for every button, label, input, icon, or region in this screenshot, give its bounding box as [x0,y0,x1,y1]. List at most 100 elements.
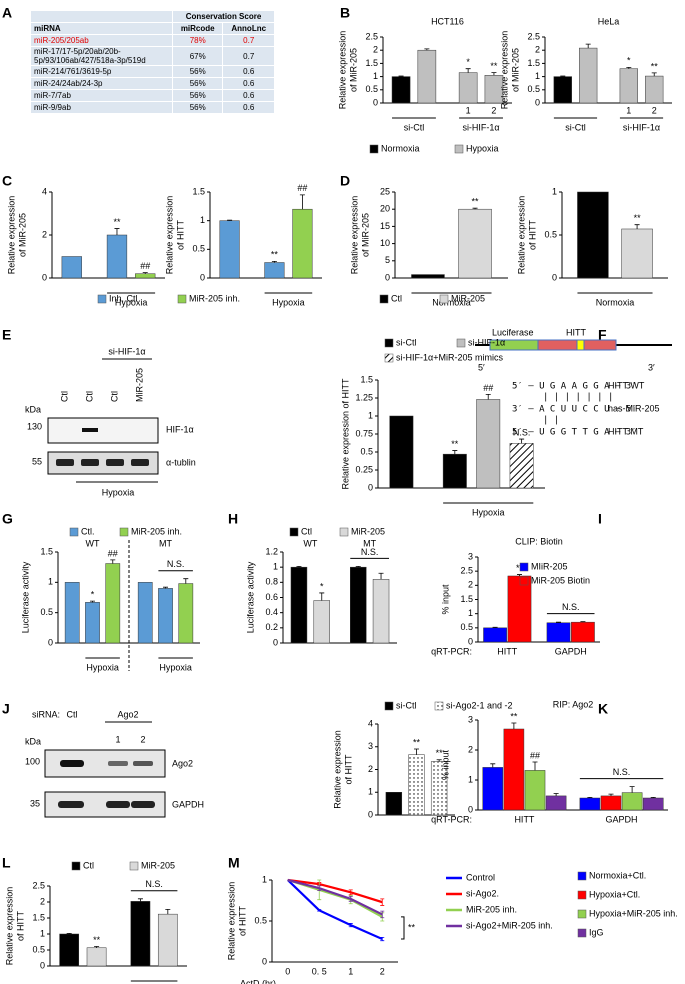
y-tick-label: 0 [368,809,373,819]
error-bar [380,910,385,919]
panel-letter: I [598,511,602,527]
y-tick-label: 4 [368,718,373,728]
y-axis-label: of MiR-205 [510,48,520,92]
legend-label: MIiR-205 [531,561,568,571]
bar [105,563,121,644]
table-cell: 0.6 [222,89,275,102]
error-bar [114,228,120,235]
significance: ** [516,563,524,573]
bar [483,627,507,643]
y-axis-label: Luciferase activity [20,561,30,633]
legend-swatch [434,701,444,711]
bar [350,566,367,644]
y-tick-label: 0.8 [265,577,278,587]
y-tick-label: 0.6 [265,592,278,602]
legend-label: si-HIF-1α+MiR-205 mimics [396,352,503,362]
y-tick-label: 1.5 [40,546,53,556]
y-tick-label: 1 [535,71,540,81]
bar [476,399,501,489]
y-tick-label: 0 [368,482,373,492]
bar [130,901,151,967]
bar [135,273,156,279]
bar [579,47,598,104]
group-label: Normoxia [432,297,471,307]
error-bar [355,566,361,568]
group-label: HITT [514,814,534,824]
significance: ** [651,61,659,71]
table-cell: miR-214/761/3619-5p [30,65,173,78]
pairing: | | [543,416,559,426]
y-tick-label: 0.5 [365,84,378,94]
panel-letter: E [2,327,11,343]
bar [137,582,153,644]
y-tick-label: 1 [468,774,473,784]
label: 5′ [478,362,485,372]
panel-letter: F [598,327,607,343]
y-tick-label: 25 [380,186,390,196]
y-tick-label: 0.25 [355,464,373,474]
y-tick-label: 3 [468,714,473,724]
y-tick-label: 2.5 [460,566,473,576]
significance: ## [483,383,493,393]
marker: 35 [30,798,40,808]
y-tick-label: 1 [368,410,373,420]
bar [545,795,567,811]
y-tick-label: 0 [535,97,540,107]
line-series [286,879,383,941]
significance: ** [436,748,444,758]
panel-letter: K [598,701,608,717]
table-cell: 56% [171,65,224,78]
bracket-label: N.S. [167,559,185,569]
legend-label: Ctl [301,526,312,536]
bar [391,76,411,104]
bar [219,220,240,279]
y-axis-label: of MiR-205 [360,213,370,257]
legend-swatch [439,294,449,304]
panel-letter: C [2,173,12,189]
panel-letter: H [228,511,238,527]
legend-swatch [71,861,81,871]
legend-swatch [456,338,466,348]
table-row: miR-205/205ab 78% 0.7 [30,34,275,47]
y-tick-label: 0.5 [40,607,53,617]
y-tick-label: 0.4 [265,607,278,617]
band [56,459,74,466]
legend-label: Hypoxia+Ctl. [589,889,640,899]
group-label: Normoxia [596,297,635,307]
table-cell: 0.7 [222,46,275,66]
y-tick-label: 1.25 [355,392,373,402]
y-axis-label: Relative expression [337,31,347,110]
panel-letter: L [2,855,11,871]
y-axis-label: Relative expression [4,887,14,966]
legend-label: Ctl [83,860,94,870]
legend-label: si-HIF-1α [468,337,505,347]
error-bar [94,946,100,948]
error-bar [560,75,566,77]
protein: GAPDH [172,799,204,809]
table-cell: miR-17/17-5p/20ab/20b-5p/93/106ab/427/51… [30,46,173,66]
lane-label: Ctl [109,391,119,402]
error-bar [414,748,419,755]
marker: 130 [27,421,42,431]
band [60,760,84,767]
bar [158,588,173,644]
bar [577,191,609,279]
y-tick-label: 1 [200,215,205,225]
band [106,459,124,466]
error-bar [142,272,148,274]
panel-letter: D [340,173,350,189]
error-bar [472,207,478,210]
error-bar [348,896,353,902]
significance: * [320,581,324,591]
marker: 100 [25,756,40,766]
error-bar [317,909,322,912]
y-tick-label: 1 [468,608,473,618]
error-bar [380,898,385,906]
y-axis-label: Relative expression [349,196,359,275]
header-cell: Conservation Score [172,10,275,23]
table-row: miR-7/7ab 56% 0.6 [30,89,275,102]
blot-box [47,417,159,444]
condition: Hypoxia [102,487,135,497]
panel-letter: J [2,701,10,717]
group-label: Hypoxia [86,662,119,672]
